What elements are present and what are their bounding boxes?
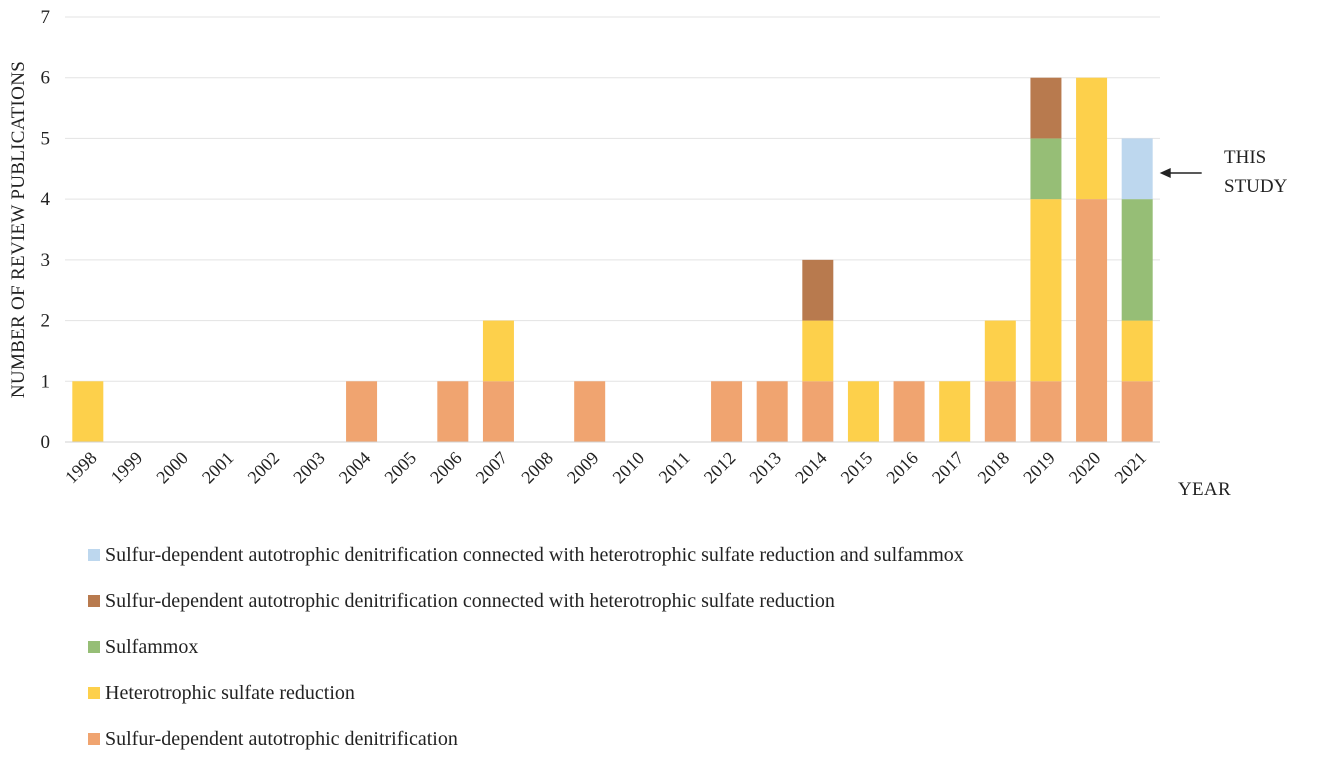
bar-segment <box>984 381 1016 442</box>
bar-segment <box>802 259 834 321</box>
x-tick-label: 2012 <box>700 448 740 488</box>
x-tick-label: 2016 <box>882 448 922 488</box>
y-tick-label: 2 <box>41 311 51 332</box>
y-tick-label: 0 <box>41 432 51 453</box>
x-tick-label: 2015 <box>837 448 877 488</box>
legend-item: Sulfur-dependent autotrophic denitrifica… <box>88 578 1288 624</box>
y-tick-label: 5 <box>41 128 51 149</box>
x-tick-label: 2021 <box>1110 448 1150 488</box>
bar-segment <box>1076 199 1108 442</box>
bar-segment <box>1030 381 1062 442</box>
bar-segment <box>346 381 378 442</box>
bar-segment <box>482 320 514 382</box>
legend-swatch <box>88 549 100 561</box>
legend-item: Sulfur-dependent autotrophic denitrifica… <box>88 716 1288 762</box>
bar-segment <box>1030 199 1062 382</box>
annotation-line-2: STUDY <box>1224 176 1288 197</box>
y-tick-label: 3 <box>41 250 51 271</box>
bar-segment <box>939 381 971 442</box>
bar-segment <box>1121 138 1153 200</box>
legend-swatch <box>88 595 100 607</box>
legend-item: Sulfammox <box>88 624 1288 670</box>
x-tick-label: 2006 <box>426 448 466 488</box>
x-axis-ticks: 1998 1999 2000 2001 2002 2003 2004 2005 2006 2007… <box>61 448 1150 488</box>
x-tick-label: 2002 <box>244 448 284 488</box>
y-axis-ticks: 0 1 2 3 4 5 6 7 <box>41 7 51 453</box>
x-axis-title: YEAR <box>1178 479 1231 500</box>
bar-segment <box>1121 320 1153 382</box>
x-tick-label: 2018 <box>974 448 1014 488</box>
legend-label: Sulfur-dependent autotrophic denitrifica… <box>105 543 964 566</box>
x-tick-label: 2001 <box>198 448 238 488</box>
x-tick-label: 2020 <box>1065 448 1105 488</box>
bar-segment <box>756 381 788 442</box>
bar-stacks <box>72 77 1153 442</box>
legend-label: Sulfammox <box>105 635 199 658</box>
x-tick-label: 2005 <box>380 448 420 488</box>
y-tick-label: 1 <box>41 371 51 392</box>
x-tick-label: 2017 <box>928 448 968 488</box>
x-tick-label: 2014 <box>791 448 831 488</box>
x-tick-label: 2009 <box>563 448 603 488</box>
legend: Sulfur-dependent autotrophic denitrifica… <box>88 532 1288 762</box>
legend-swatch <box>88 641 100 653</box>
x-tick-label: 1999 <box>107 448 147 488</box>
x-tick-label: 2010 <box>609 448 649 488</box>
y-tick-label: 6 <box>41 68 51 89</box>
legend-swatch <box>88 687 100 699</box>
bar-segment <box>984 320 1016 382</box>
bar-segment <box>802 320 834 382</box>
x-tick-label: 2011 <box>655 448 694 487</box>
legend-item: Sulfur-dependent autotrophic denitrifica… <box>88 532 1288 578</box>
bar-segment <box>1121 381 1153 442</box>
bar-segment <box>574 381 606 442</box>
bar-segment <box>1121 199 1153 321</box>
x-tick-label: 2013 <box>745 448 785 488</box>
legend-label: Heterotrophic sulfate reduction <box>105 681 355 704</box>
bar-segment <box>711 381 743 442</box>
bar-segment <box>437 381 469 442</box>
bar-segment <box>802 381 834 442</box>
bar-segment <box>847 381 879 442</box>
x-tick-label: 2019 <box>1019 448 1059 488</box>
bar-segment <box>893 381 925 442</box>
x-tick-label: 1998 <box>61 448 101 488</box>
y-tick-label: 4 <box>41 189 51 210</box>
annotation-line-1: THIS <box>1224 147 1266 168</box>
x-tick-label: 2008 <box>517 448 557 488</box>
y-tick-label: 7 <box>41 7 51 28</box>
legend-label: Sulfur-dependent autotrophic denitrifica… <box>105 589 835 612</box>
legend-item: Heterotrophic sulfate reduction <box>88 670 1288 716</box>
bar-segment <box>1030 138 1062 200</box>
bar-segment <box>482 381 514 442</box>
x-tick-label: 2003 <box>289 448 329 488</box>
legend-label: Sulfur-dependent autotrophic denitrifica… <box>105 727 458 750</box>
x-tick-label: 2004 <box>335 448 375 488</box>
arrow-head-icon <box>1159 168 1171 178</box>
bar-segment <box>1030 77 1062 139</box>
bar-segment <box>1076 77 1108 200</box>
legend-swatch <box>88 733 100 745</box>
y-axis-title: NUMBER OF REVIEW PUBLICATIONS <box>8 61 29 398</box>
bar-segment <box>72 381 104 442</box>
gridlines <box>65 16 1160 382</box>
x-tick-label: 2000 <box>152 448 192 488</box>
this-study-annotation: THIS STUDY <box>1159 147 1288 197</box>
x-tick-label: 2007 <box>472 448 512 488</box>
